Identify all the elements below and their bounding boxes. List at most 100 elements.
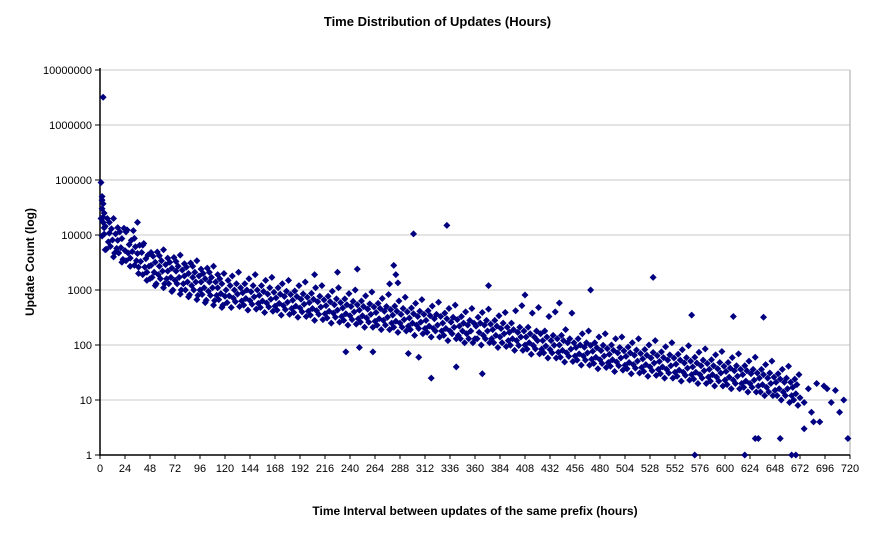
data-point [137, 257, 145, 265]
data-point [151, 282, 159, 290]
svg-text:240: 240 [341, 463, 359, 475]
data-point [245, 275, 253, 283]
data-point [311, 316, 319, 324]
data-point [816, 418, 824, 426]
data-point [443, 221, 451, 229]
data-point [741, 362, 749, 370]
data-point [790, 396, 798, 404]
data-point [386, 280, 394, 288]
data-point [107, 225, 115, 233]
data-point [118, 235, 126, 243]
data-point [280, 293, 288, 301]
data-point [240, 301, 248, 309]
data-point [220, 269, 228, 277]
data-point [648, 367, 656, 375]
data-point [167, 273, 175, 281]
data-point [205, 268, 213, 276]
data-point [344, 321, 352, 329]
data-point [262, 276, 270, 284]
data-point [676, 356, 684, 364]
data-point [485, 305, 493, 313]
data-point [556, 353, 564, 361]
data-point [356, 318, 364, 326]
data-point [147, 261, 155, 269]
data-point [813, 379, 821, 387]
data-point [743, 367, 751, 375]
data-point [844, 434, 852, 442]
data-point [237, 284, 245, 292]
data-point [711, 382, 719, 390]
data-point [426, 312, 434, 320]
data-point [627, 370, 635, 378]
data-point [368, 288, 376, 296]
data-point [614, 349, 622, 357]
data-point [474, 313, 482, 321]
data-point [168, 264, 176, 272]
data-point [791, 375, 799, 383]
x-axis-title: Time Interval between updates of the sam… [312, 504, 638, 518]
data-point [355, 344, 363, 352]
data-point [164, 254, 172, 262]
data-point [794, 401, 802, 409]
data-point [99, 200, 107, 208]
data-point [97, 179, 105, 187]
data-point [599, 341, 607, 349]
data-point [497, 324, 505, 332]
data-point [724, 359, 732, 367]
data-point [192, 278, 200, 286]
data-point [135, 269, 143, 277]
data-point [649, 349, 657, 357]
data-point [101, 246, 109, 254]
data-point [445, 305, 453, 313]
tick-labels: 1 10 100 1000 10000 100000 1000000 10000000 0 24 4… [43, 65, 859, 475]
data-point [678, 346, 686, 354]
data-point [662, 343, 670, 351]
data-point [440, 331, 448, 339]
data-point [665, 369, 673, 377]
data-point [248, 300, 256, 308]
data-point [251, 271, 259, 279]
data-point [424, 307, 432, 315]
data-point [640, 367, 648, 375]
data-point [506, 341, 514, 349]
data-point [511, 346, 519, 354]
data-point [528, 309, 536, 317]
data-point [668, 339, 676, 347]
data-point [624, 343, 632, 351]
data-point [294, 313, 302, 321]
data-point [691, 451, 699, 459]
data-point [178, 266, 186, 274]
data-point [705, 365, 713, 373]
svg-text:96: 96 [194, 463, 206, 475]
data-point [422, 316, 430, 324]
data-point [401, 293, 409, 301]
data-point [416, 307, 424, 315]
data-point [756, 388, 764, 396]
data-point [501, 308, 509, 316]
data-point [423, 328, 431, 336]
data-point [312, 284, 320, 292]
data-point [212, 278, 220, 286]
data-point [700, 367, 708, 375]
data-point [684, 364, 691, 372]
data-point [739, 371, 747, 379]
data-point [391, 302, 399, 310]
data-point [398, 323, 406, 331]
data-point [762, 361, 770, 369]
data-point [130, 234, 138, 242]
data-point [405, 314, 413, 322]
data-point [715, 377, 723, 385]
data-point [772, 378, 780, 386]
data-point [105, 218, 113, 226]
data-point [100, 224, 108, 232]
data-point [748, 383, 756, 391]
data-point [649, 273, 657, 281]
data-point [595, 333, 603, 341]
data-point [827, 399, 835, 407]
data-point [143, 268, 151, 276]
data-point [228, 272, 236, 280]
svg-text:10: 10 [80, 395, 92, 407]
data-point [175, 273, 183, 281]
data-point [484, 327, 491, 335]
data-point [760, 371, 768, 379]
